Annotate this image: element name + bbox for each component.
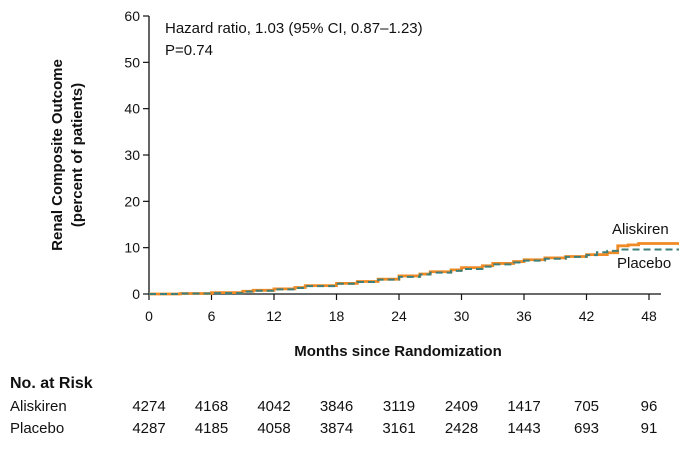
risk-cell: 2409 xyxy=(444,398,479,415)
x-tick-label: 42 xyxy=(579,308,595,324)
series-line-placebo xyxy=(149,248,679,295)
risk-cell: 693 xyxy=(573,420,600,437)
y-tick-label: 50 xyxy=(124,54,140,70)
risk-cell: 4042 xyxy=(257,398,291,415)
x-tick-label: 30 xyxy=(454,308,470,324)
y-axis-title-line1: Renal Composite Outcome xyxy=(49,59,66,251)
y-tick-label: 60 xyxy=(124,8,140,24)
x-tick-label: 6 xyxy=(208,308,216,324)
risk-table-title: No. at Risk xyxy=(10,375,93,392)
y-tick-label: 20 xyxy=(124,193,140,209)
risk-cell: 1417 xyxy=(507,398,541,415)
annotation-p-value: P=0.74 xyxy=(165,42,213,59)
x-tick-label: 36 xyxy=(516,308,532,324)
x-tick-label: 48 xyxy=(641,308,657,324)
risk-cell: 4058 xyxy=(257,420,291,437)
x-tick-label: 24 xyxy=(391,308,407,324)
y-axis-title-line2: (percent of patients) xyxy=(69,83,86,227)
risk-cell: 4287 xyxy=(132,420,166,437)
risk-table: No. at Risk Aliskiren 4274 4168 4042 3846 311… xyxy=(10,372,689,440)
series-line-aliskiren xyxy=(149,242,679,296)
risk-cell: 4274 xyxy=(132,398,166,415)
series-lines xyxy=(149,242,679,296)
x-axis-title: Months since Randomization xyxy=(294,343,502,360)
y-tick-label: 10 xyxy=(124,240,140,256)
risk-cell: 705 xyxy=(573,398,600,415)
risk-cell: 2428 xyxy=(444,420,479,437)
annotation-hazard-ratio: Hazard ratio, 1.03 (95% CI, 0.87–1.23) xyxy=(165,20,423,37)
x-tick-label: 12 xyxy=(266,308,282,324)
chart: 0 10 20 30 40 50 60 0 6 12 18 24 30 36 42 48 Hazard rat… xyxy=(49,8,679,360)
series-label-aliskiren: Aliskiren xyxy=(612,221,669,238)
y-tick-label: 0 xyxy=(132,286,140,302)
y-tick-label: 40 xyxy=(124,101,140,117)
risk-row-label: Aliskiren xyxy=(10,398,67,415)
x-tick-label: 0 xyxy=(145,308,153,324)
risk-cell: 91 xyxy=(640,420,658,437)
risk-cell: 4185 xyxy=(194,420,229,437)
x-tick-label: 18 xyxy=(329,308,345,324)
risk-cell: 4168 xyxy=(194,398,229,415)
y-tick-label: 30 xyxy=(124,147,140,163)
series-label-placebo: Placebo xyxy=(617,255,671,272)
risk-cell: 96 xyxy=(640,398,658,415)
risk-row-aliskiren: Aliskiren 4274 4168 4042 3846 3119 2409 1417 705… xyxy=(10,396,689,418)
risk-cell: 3874 xyxy=(319,420,354,437)
risk-cell: 1443 xyxy=(507,420,541,437)
risk-cell: 3846 xyxy=(319,398,354,415)
risk-row-label: Placebo xyxy=(10,420,65,437)
risk-cell: 3161 xyxy=(382,420,416,437)
axes: 0 10 20 30 40 50 60 0 6 12 18 24 30 36 42 48 xyxy=(124,8,661,324)
risk-row-placebo: Placebo 4287 4185 4058 3874 3161 2428 1443 693 91 xyxy=(10,418,689,440)
risk-cell: 3119 xyxy=(382,398,416,415)
risk-table-rows: Aliskiren 4274 4168 4042 3846 3119 2409 1417 705… xyxy=(10,396,689,440)
